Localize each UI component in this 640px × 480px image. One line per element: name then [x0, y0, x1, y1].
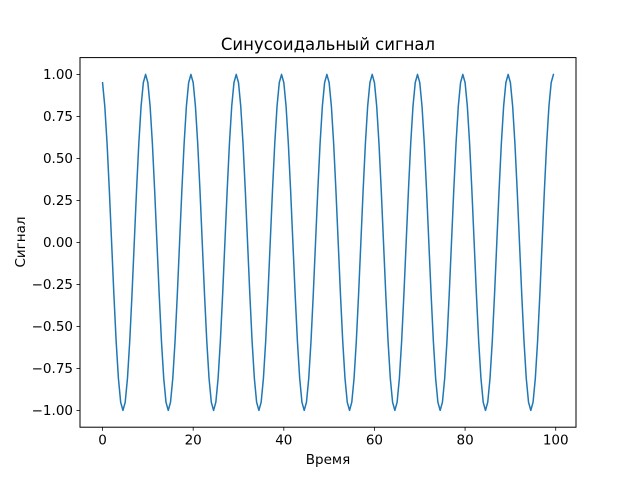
x-tick-label: 100	[543, 433, 569, 449]
x-tick-label: 40	[275, 433, 292, 449]
x-tick-label: 80	[456, 433, 473, 449]
y-tick-label: −0.75	[32, 361, 73, 377]
signal-line	[101, 73, 555, 412]
y-tick-label: 0.00	[43, 235, 73, 251]
x-tick-label: 60	[366, 433, 383, 449]
chart-title: Синусоидальный сигнал	[220, 35, 436, 54]
x-tick-label: 0	[98, 433, 107, 449]
y-tick-label: 1.00	[43, 67, 73, 83]
x-axis-label: Время	[305, 452, 351, 468]
y-tick-label: 0.75	[43, 109, 73, 125]
y-tick-label: −1.00	[32, 403, 73, 419]
axes-frame	[79, 57, 577, 428]
x-tick-label: 20	[185, 433, 202, 449]
y-tick-label: −0.50	[32, 319, 73, 335]
y-tick-label: 0.25	[43, 193, 73, 209]
y-tick-label: −0.25	[32, 277, 73, 293]
y-tick-label: 0.50	[43, 151, 73, 167]
